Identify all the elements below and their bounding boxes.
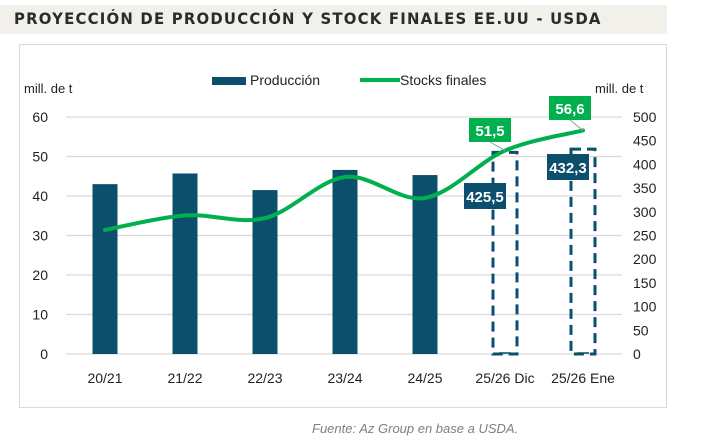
leader-line [489,141,506,152]
y-tick-right: 350 [633,180,657,196]
y-tick-left: 20 [32,267,48,283]
y-tick-right: 150 [633,275,657,291]
data-label-stocks: 56,6 [555,101,584,118]
bar-produccion [92,184,118,354]
data-label-bg [547,154,589,180]
title-band: PROYECCIÓN DE PRODUCCIÓN Y STOCK FINALES… [0,5,667,34]
bar-produccion-proyeccion [491,150,519,356]
y-tick-left: 10 [32,307,48,323]
x-tick-label: 23/24 [327,370,362,386]
source-note: Fuente: Az Group en base a USDA. [312,421,519,436]
bar-produccion [412,175,438,354]
chart-title: PROYECCIÓN DE PRODUCCIÓN Y STOCK FINALES… [14,9,602,28]
data-label-produccion: 425,5 [466,189,504,206]
y-tick-right: 0 [633,346,641,362]
y-tick-left: 30 [32,228,48,244]
y-tick-left: 60 [32,109,48,125]
bar-produccion [172,173,198,354]
y-tick-right: 400 [633,156,657,172]
legend-swatch-produccion [212,77,246,85]
legend-label-stocks: Stocks finales [400,72,486,88]
y-tick-right: 450 [633,133,657,149]
bar-produccion [332,169,358,354]
x-tick-label: 25/26 Dic [475,370,534,386]
legend-label-produccion: Producción [250,72,320,88]
x-tick-label: 24/25 [407,370,442,386]
y-tick-right: 200 [633,251,657,267]
leader-line [569,119,584,131]
y-tick-left: 40 [32,188,48,204]
x-tick-label: 25/26 Ene [551,370,615,386]
x-tick-label: 21/22 [167,370,202,386]
y-tick-right: 300 [633,204,657,220]
y-tick-right: 500 [633,109,657,125]
x-tick-label: 22/23 [247,370,282,386]
chart-frame [19,44,667,408]
data-label-stocks: 51,5 [475,123,504,140]
y-tick-right: 50 [633,322,649,338]
y-tick-left: 0 [40,346,48,362]
y-tick-right: 250 [633,228,657,244]
x-tick-label: 20/21 [87,370,122,386]
data-label-bg [549,96,591,120]
y-axis-label-right: mill. de t [595,81,644,96]
bar-produccion-proyeccion [569,147,597,356]
data-label-bg [464,183,506,209]
y-tick-right: 100 [633,299,657,315]
data-label-bg [469,118,511,142]
y-axis-label-left: mill. de t [24,81,73,96]
data-label-produccion: 432,3 [549,160,587,177]
y-tick-left: 50 [32,149,48,165]
